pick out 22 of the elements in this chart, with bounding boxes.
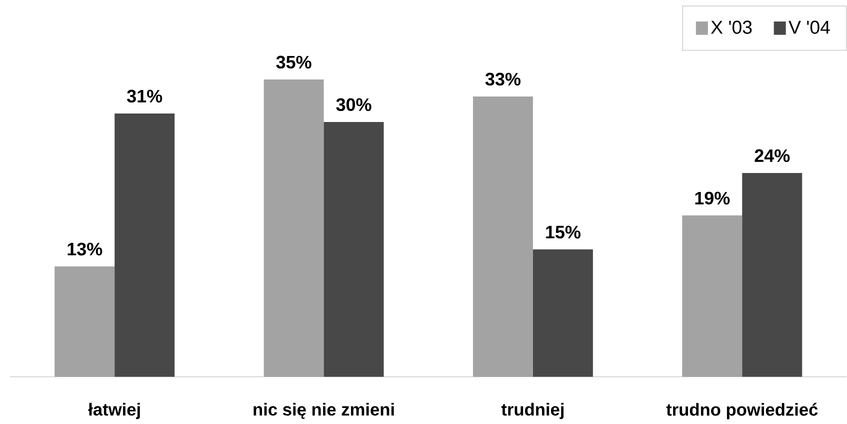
data-label: 35% bbox=[276, 56, 312, 69]
data-label: 15% bbox=[546, 226, 580, 239]
bar bbox=[324, 122, 384, 378]
data-label: 19% bbox=[695, 192, 730, 205]
data-label: 13% bbox=[68, 242, 102, 256]
x-tick-label: łatwiej bbox=[88, 403, 140, 420]
bar bbox=[54, 266, 115, 378]
x-tick-label: nic się nie zmieni bbox=[254, 403, 394, 420]
bar bbox=[264, 80, 324, 378]
x-tick-label: trudno powiedzieć bbox=[666, 403, 818, 420]
bar bbox=[114, 114, 175, 378]
data-label: 33% bbox=[485, 72, 521, 86]
legend-label: V '04 bbox=[788, 20, 830, 34]
bar bbox=[742, 173, 802, 378]
bar bbox=[472, 96, 533, 378]
data-label: 30% bbox=[336, 98, 372, 112]
x-tick-label: trudniej bbox=[501, 403, 564, 420]
legend-label: X '03 bbox=[711, 20, 752, 34]
data-label: 24% bbox=[754, 149, 790, 162]
bar bbox=[532, 250, 593, 378]
bar bbox=[682, 216, 742, 378]
data-label: 31% bbox=[127, 90, 162, 103]
